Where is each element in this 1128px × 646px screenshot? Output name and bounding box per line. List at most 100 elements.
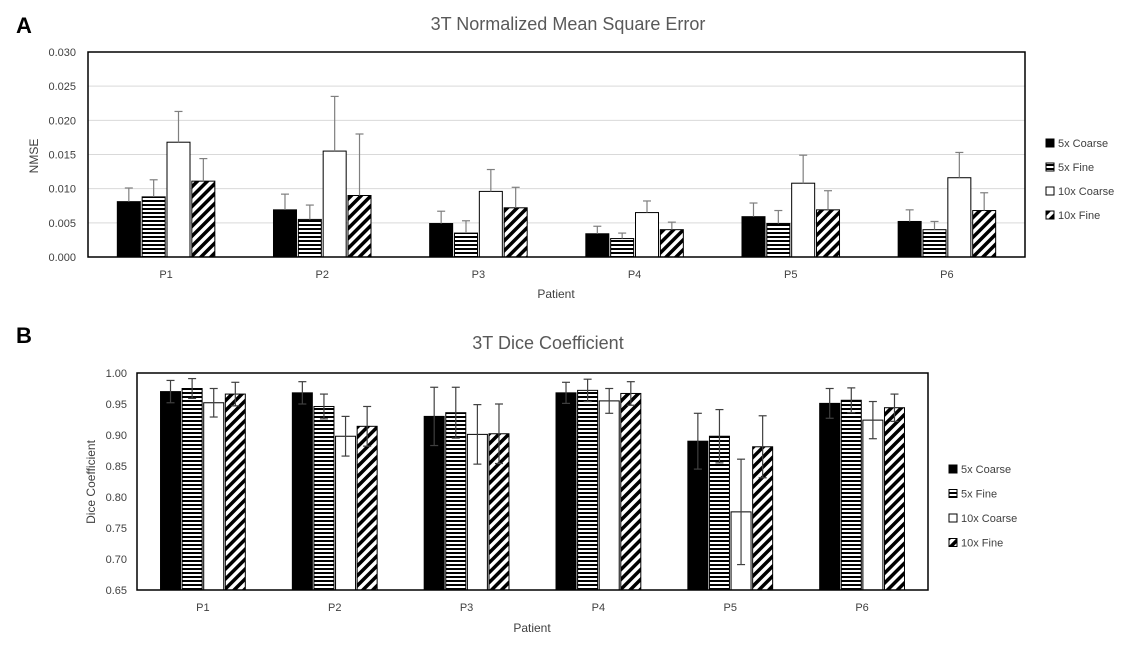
y-tick-label: 0.015 <box>48 150 76 162</box>
legend-swatch <box>1045 138 1055 148</box>
bar <box>347 195 372 258</box>
y-axis-title-a: NMSE <box>27 139 41 174</box>
bar <box>922 229 947 258</box>
y-tick-label: 0.005 <box>48 218 76 230</box>
panel-label-a: A <box>16 13 32 38</box>
bar <box>224 393 246 591</box>
bar <box>972 210 997 258</box>
y-tick-labels-b: 0.65 0.70 0.75 0.80 0.85 0.90 0.95 1.00 <box>106 368 127 597</box>
bar <box>478 190 503 258</box>
bar <box>791 182 816 258</box>
chart-title-a: 3T Normalized Mean Square Error <box>431 14 706 34</box>
plot-frame-b <box>136 372 929 591</box>
bar <box>291 392 313 591</box>
legend-swatch <box>948 513 958 523</box>
bar <box>947 177 972 258</box>
bar <box>741 216 766 258</box>
legend-swatch <box>1045 162 1055 172</box>
bar <box>577 389 599 591</box>
x-tick-label: P1 <box>159 269 172 281</box>
chart-title-b: 3T Dice Coefficient <box>472 333 623 353</box>
y-tick-label: 0.65 <box>106 585 127 597</box>
bar <box>356 425 378 591</box>
x-tick-label: P1 <box>196 602 209 614</box>
x-tick-label: P2 <box>328 602 341 614</box>
x-tick-label: P4 <box>628 269 641 281</box>
x-tick-labels-a: P1 P2 P3 P4 P5 P6 <box>159 269 953 281</box>
x-tick-label: P3 <box>460 602 473 614</box>
legend-label: 5x Coarse <box>1058 138 1108 150</box>
bar <box>659 229 684 258</box>
y-tick-label: 0.80 <box>106 492 127 504</box>
legend-label: 5x Coarse <box>961 464 1011 476</box>
bar <box>453 232 478 258</box>
bar <box>166 141 191 258</box>
bar <box>160 391 182 591</box>
legend-swatch <box>1045 186 1055 196</box>
legend-label: 5x Fine <box>961 489 997 501</box>
bar <box>272 209 297 258</box>
y-tick-label: 1.00 <box>106 368 127 380</box>
bar <box>819 402 841 591</box>
y-tick-label: 0.030 <box>48 47 76 59</box>
bar <box>816 209 841 258</box>
gridlines-a <box>88 85 1025 224</box>
y-tick-label: 0.020 <box>48 115 76 127</box>
bar <box>503 207 528 258</box>
x-tick-label: P4 <box>592 602 605 614</box>
y-tick-label: 0.90 <box>106 430 127 442</box>
y-tick-label: 0.000 <box>48 252 76 264</box>
legend-swatch <box>948 538 958 547</box>
x-axis-title-b: Patient <box>513 621 551 635</box>
bar <box>610 238 635 258</box>
bar <box>862 419 884 591</box>
legend-swatch <box>1045 210 1055 220</box>
bar <box>203 402 225 591</box>
chart-panel-a: A 3T Normalized Mean Square Error 0.0000… <box>16 13 1114 301</box>
bar <box>445 412 467 591</box>
x-tick-label: P5 <box>724 602 737 614</box>
x-tick-label: P6 <box>855 602 868 614</box>
bar <box>335 435 357 591</box>
bar <box>555 392 577 591</box>
legend-a: 5x Coarse 5x Fine 10x Coarse 10x Fine <box>1045 138 1114 222</box>
bar <box>141 196 166 258</box>
legend-label: 10x Coarse <box>961 513 1017 525</box>
x-tick-label: P5 <box>784 269 797 281</box>
bar <box>116 201 141 258</box>
x-tick-label: P3 <box>472 269 485 281</box>
bar <box>181 388 203 591</box>
y-tick-label: 0.010 <box>48 184 76 196</box>
plot-frame-a <box>87 51 1026 258</box>
bar <box>840 399 862 591</box>
legend-label: 10x Fine <box>961 538 1003 550</box>
x-axis-title-a: Patient <box>537 287 575 301</box>
bar <box>766 223 791 258</box>
y-axis-title-b: Dice Coefficient <box>84 439 98 523</box>
bar <box>313 405 335 591</box>
bar <box>585 233 610 258</box>
legend-label: 10x Coarse <box>1058 186 1114 198</box>
legend-label: 10x Fine <box>1058 210 1100 222</box>
legend-swatch <box>948 464 958 474</box>
legend-swatch <box>948 489 958 498</box>
bar <box>322 150 347 258</box>
panel-label-b: B <box>16 323 32 348</box>
bar <box>620 392 642 591</box>
legend-label: 5x Fine <box>1058 162 1094 174</box>
bar <box>191 180 216 258</box>
bars-b <box>160 377 905 591</box>
bar <box>635 212 660 258</box>
y-tick-label: 0.95 <box>106 399 127 411</box>
y-tick-labels-a: 0.000 0.005 0.010 0.015 0.020 0.025 0.030 <box>48 47 76 264</box>
x-tick-labels-b: P1 P2 P3 P4 P5 P6 <box>196 602 869 614</box>
x-tick-label: P6 <box>940 269 953 281</box>
chart-panel-b: B 3T Dice Coefficient 0.65 0.70 0.75 0.80 0.… <box>16 323 1017 635</box>
bar <box>429 223 454 258</box>
bar <box>598 400 620 591</box>
bar <box>897 220 922 258</box>
y-tick-label: 0.025 <box>48 81 76 93</box>
y-tick-label: 0.70 <box>106 554 127 566</box>
y-tick-label: 0.75 <box>106 523 127 535</box>
